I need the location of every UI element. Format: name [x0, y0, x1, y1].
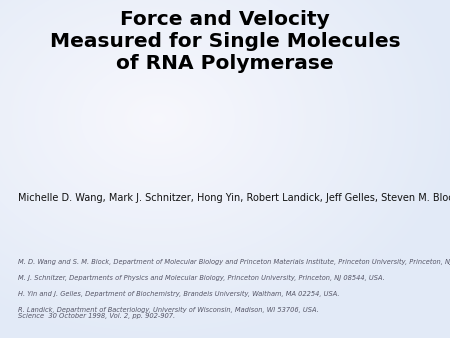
Text: M. D. Wang and S. M. Block, Department of Molecular Biology and Princeton Materi: M. D. Wang and S. M. Block, Department o…	[18, 259, 450, 265]
Text: Science  30 October 1998, Vol. 2, pp. 902-907.: Science 30 October 1998, Vol. 2, pp. 902…	[18, 313, 175, 319]
Text: Force and Velocity
Measured for Single Molecules
of RNA Polymerase: Force and Velocity Measured for Single M…	[50, 10, 400, 73]
Text: M. J. Schnitzer, Departments of Physics and Molecular Biology, Princeton Univers: M. J. Schnitzer, Departments of Physics …	[18, 275, 385, 281]
Text: R. Landick, Department of Bacteriology, University of Wisconsin, Madison, WI 537: R. Landick, Department of Bacteriology, …	[18, 307, 319, 313]
Text: H. Yin and J. Gelles, Department of Biochemistry, Brandeis University, Waltham, : H. Yin and J. Gelles, Department of Bioc…	[18, 291, 339, 297]
Text: Michelle D. Wang, Mark J. Schnitzer, Hong Yin, Robert Landick, Jeff Gelles, Stev: Michelle D. Wang, Mark J. Schnitzer, Hon…	[18, 193, 450, 203]
